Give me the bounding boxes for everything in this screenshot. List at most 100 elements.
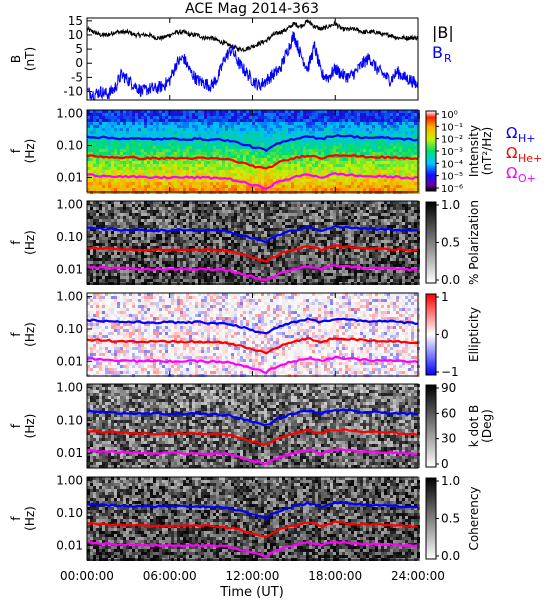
spectrogram-cell <box>105 185 108 188</box>
spectrogram-cell <box>114 264 117 267</box>
spectrogram-cell <box>216 231 219 234</box>
spectrogram-cell <box>393 164 396 167</box>
spectrogram-cell <box>378 167 381 170</box>
spectrogram-cell <box>270 140 273 143</box>
spectrogram-cell <box>276 116 279 119</box>
spectrogram-cell <box>219 240 222 243</box>
spectrogram-cell <box>354 170 357 173</box>
spectrogram-cell <box>216 113 219 116</box>
spectrogram-cell <box>123 143 126 146</box>
spectrogram-cell <box>240 131 243 134</box>
spectrogram-cell <box>117 164 120 167</box>
spectrogram-cell <box>288 119 291 122</box>
spectrogram-cell <box>321 143 324 146</box>
spectrogram-cell <box>363 146 366 149</box>
spectrogram-cell <box>171 143 174 146</box>
spectrogram-cell <box>105 152 108 155</box>
spectrogram-cell <box>249 234 252 237</box>
spectrogram-cell <box>225 167 228 170</box>
spectrogram-cell <box>228 119 231 122</box>
spectrogram-cell <box>123 234 126 237</box>
spectrogram-cell <box>162 122 165 125</box>
spectrogram-cell <box>108 167 111 170</box>
spectrogram-cell <box>156 149 159 152</box>
spectrogram-cell <box>255 243 258 246</box>
spectrogram-cell <box>306 170 309 173</box>
spectrogram-cell <box>213 276 216 279</box>
spectrogram-cell <box>201 161 204 164</box>
spectrogram-cell <box>90 140 93 143</box>
spectrogram-cell <box>408 143 411 146</box>
spectrogram-cell <box>114 201 117 204</box>
spectrogram-cell <box>177 204 180 207</box>
spectrogram-cell <box>255 131 258 134</box>
spectrogram-cell <box>372 122 375 125</box>
spectrogram-cell <box>261 161 264 164</box>
spectrogram-cell <box>174 113 177 116</box>
spectrogram-cell <box>201 279 204 282</box>
spectrogram-cell <box>93 158 96 161</box>
spectrogram-cell <box>258 234 261 237</box>
spectrogram-cell <box>156 210 159 213</box>
spectrogram-cell <box>387 158 390 161</box>
spectrogram-cell <box>393 116 396 119</box>
spectrogram-cell <box>237 219 240 222</box>
spectrogram-cell <box>102 204 105 207</box>
spectrogram-cell <box>240 249 243 252</box>
spectrogram-cell <box>357 110 360 113</box>
spectrogram-cell <box>210 167 213 170</box>
spectrogram-cell <box>147 128 150 131</box>
spectrogram-cell <box>183 273 186 276</box>
spectrogram-cell <box>402 122 405 125</box>
spectrogram-cell <box>123 182 126 185</box>
spectrogram-cell <box>147 182 150 185</box>
spectrogram-cell <box>255 167 258 170</box>
spectrogram-cell <box>174 252 177 255</box>
spectrogram-cell <box>234 222 237 225</box>
spectrogram-cell <box>156 143 159 146</box>
spectrogram-cell <box>252 167 255 170</box>
spectrogram-cell <box>300 125 303 128</box>
spectrogram-cell <box>222 161 225 164</box>
spectrogram-cell <box>399 146 402 149</box>
spectrogram-cell <box>252 213 255 216</box>
spectrogram-cell <box>396 170 399 173</box>
spectrogram-cell <box>222 207 225 210</box>
y-tick-label: 0.01 <box>56 170 83 184</box>
spectrogram-cell <box>321 173 324 176</box>
spectrogram-cell <box>267 143 270 146</box>
spectrogram-cell <box>207 149 210 152</box>
spectrogram-cell <box>276 188 279 191</box>
spectrogram-cell <box>141 140 144 143</box>
spectrogram-cell <box>219 243 222 246</box>
spectrogram-cell <box>201 228 204 231</box>
spectrogram-cell <box>93 252 96 255</box>
spectrogram-cell <box>105 279 108 282</box>
spectrogram-cell <box>168 273 171 276</box>
spectrogram-cell <box>204 173 207 176</box>
spectrogram-cell <box>387 164 390 167</box>
spectrogram-cell <box>210 258 213 261</box>
spectrogram-cell <box>252 246 255 249</box>
spectrogram-cell <box>369 167 372 170</box>
spectrogram-cell <box>210 143 213 146</box>
spectrogram-cell <box>87 149 90 152</box>
spectrogram-cell <box>342 113 345 116</box>
spectrogram-cell <box>327 143 330 146</box>
spectrogram-cell <box>243 137 246 140</box>
spectrogram-cell <box>108 225 111 228</box>
spectrogram-cell <box>195 237 198 240</box>
spectrogram-cell <box>189 252 192 255</box>
spectrogram-cell <box>132 201 135 204</box>
spectrogram-cell <box>168 131 171 134</box>
spectrogram-cell <box>150 161 153 164</box>
spectrogram-cell <box>216 155 219 158</box>
spectrogram-cell <box>204 167 207 170</box>
spectrogram-cell <box>87 185 90 188</box>
spectrogram-cell <box>201 243 204 246</box>
spectrogram-cell <box>150 152 153 155</box>
spectrogram-cell <box>252 128 255 131</box>
spectrogram-cell <box>378 170 381 173</box>
spectrogram-cell <box>147 116 150 119</box>
spectrogram-cell <box>276 207 279 210</box>
